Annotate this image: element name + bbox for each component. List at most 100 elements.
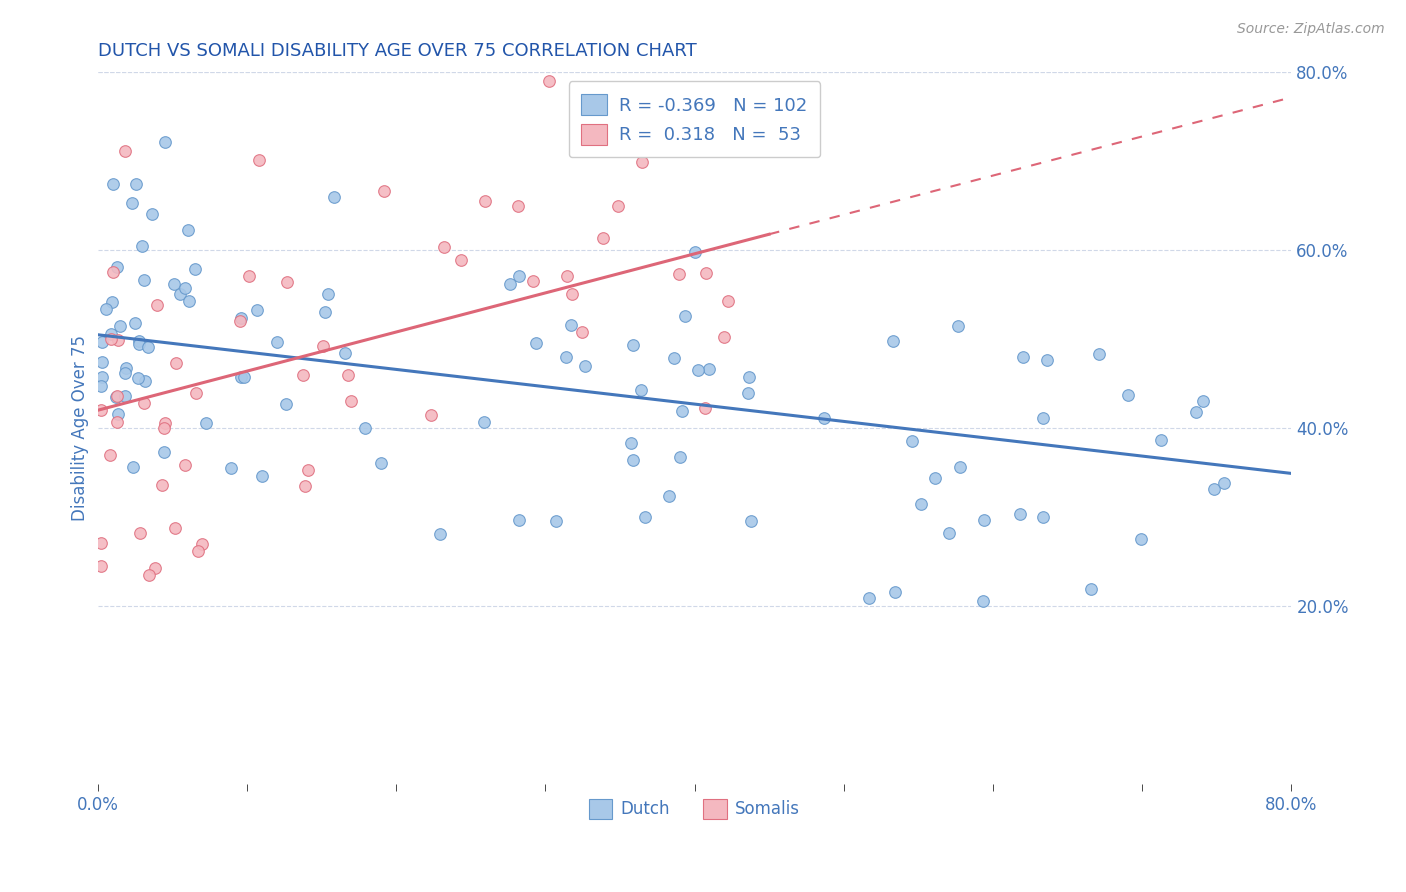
Point <box>370 457 392 471</box>
Point <box>103 265 125 279</box>
Point <box>658 489 681 503</box>
Point <box>634 510 657 524</box>
Point <box>336 368 359 383</box>
Point <box>631 155 654 169</box>
Point <box>1191 394 1213 409</box>
Text: DUTCH VS SOMALI DISABILITY AGE OVER 75 CORRELATION CHART: DUTCH VS SOMALI DISABILITY AGE OVER 75 C… <box>97 42 696 60</box>
Point <box>219 461 242 475</box>
Point <box>124 316 146 330</box>
Point <box>1213 475 1236 490</box>
Point <box>165 521 187 535</box>
Point <box>294 479 316 493</box>
Point <box>1129 533 1152 547</box>
Point <box>174 281 197 295</box>
Point <box>373 184 395 198</box>
Point <box>683 244 706 259</box>
Point <box>163 277 186 292</box>
Point <box>669 450 692 465</box>
Point <box>621 453 644 467</box>
Point <box>938 526 960 541</box>
Point <box>429 527 451 541</box>
Point <box>630 383 652 397</box>
Point <box>184 386 207 401</box>
Point <box>184 261 207 276</box>
Point <box>717 294 740 309</box>
Point <box>177 294 200 309</box>
Point <box>146 298 169 312</box>
Point <box>108 318 131 333</box>
Point <box>246 303 269 318</box>
Point <box>247 153 270 168</box>
Point <box>1036 352 1059 367</box>
Y-axis label: Disability Age Over 75: Disability Age Over 75 <box>72 335 89 521</box>
Point <box>688 363 710 377</box>
Point <box>128 337 150 351</box>
Point <box>335 346 357 360</box>
Point <box>101 294 124 309</box>
Point <box>266 334 288 349</box>
Point <box>1185 405 1208 419</box>
Point <box>94 301 117 316</box>
Point <box>90 402 112 417</box>
Point <box>107 334 129 348</box>
Point <box>91 334 114 349</box>
Point <box>314 305 336 319</box>
Point <box>472 415 495 429</box>
Point <box>621 338 644 352</box>
Point <box>114 366 136 380</box>
Point <box>949 460 972 475</box>
Point <box>620 436 643 450</box>
Point <box>115 361 138 376</box>
Point <box>138 568 160 582</box>
Point <box>128 525 150 540</box>
Point <box>103 177 125 191</box>
Point <box>555 269 578 284</box>
Point <box>668 267 690 281</box>
Point <box>105 260 128 275</box>
Point <box>107 407 129 421</box>
Text: Source: ZipAtlas.com: Source: ZipAtlas.com <box>1237 22 1385 37</box>
Point <box>924 471 946 485</box>
Point <box>695 401 717 416</box>
Point <box>121 195 143 210</box>
Point <box>695 266 717 280</box>
Point <box>673 309 696 323</box>
Point <box>105 389 128 403</box>
Point <box>153 421 176 435</box>
Point <box>297 463 319 477</box>
Point <box>419 408 441 422</box>
Point <box>1008 507 1031 521</box>
Point <box>340 394 363 409</box>
Point <box>152 478 174 492</box>
Point <box>177 223 200 237</box>
Point <box>311 339 333 353</box>
Point <box>316 287 339 301</box>
Point <box>571 326 593 340</box>
Point <box>524 336 547 351</box>
Point <box>132 273 155 287</box>
Point <box>238 268 260 283</box>
Point <box>508 513 530 527</box>
Point <box>1032 410 1054 425</box>
Point <box>107 415 129 429</box>
Point <box>276 275 298 289</box>
Point <box>152 445 174 459</box>
Point <box>522 274 544 288</box>
Point <box>153 416 176 430</box>
Point <box>250 468 273 483</box>
Point <box>195 416 218 430</box>
Point <box>901 434 924 448</box>
Point <box>98 448 121 462</box>
Point <box>233 369 256 384</box>
Point <box>1116 388 1139 402</box>
Point <box>127 370 149 384</box>
Point <box>169 287 191 301</box>
Point <box>105 390 128 404</box>
Point <box>973 513 995 527</box>
Point <box>229 311 252 326</box>
Point <box>740 514 762 528</box>
Point <box>1150 433 1173 447</box>
Point <box>813 410 835 425</box>
Point <box>662 351 685 366</box>
Point <box>132 396 155 410</box>
